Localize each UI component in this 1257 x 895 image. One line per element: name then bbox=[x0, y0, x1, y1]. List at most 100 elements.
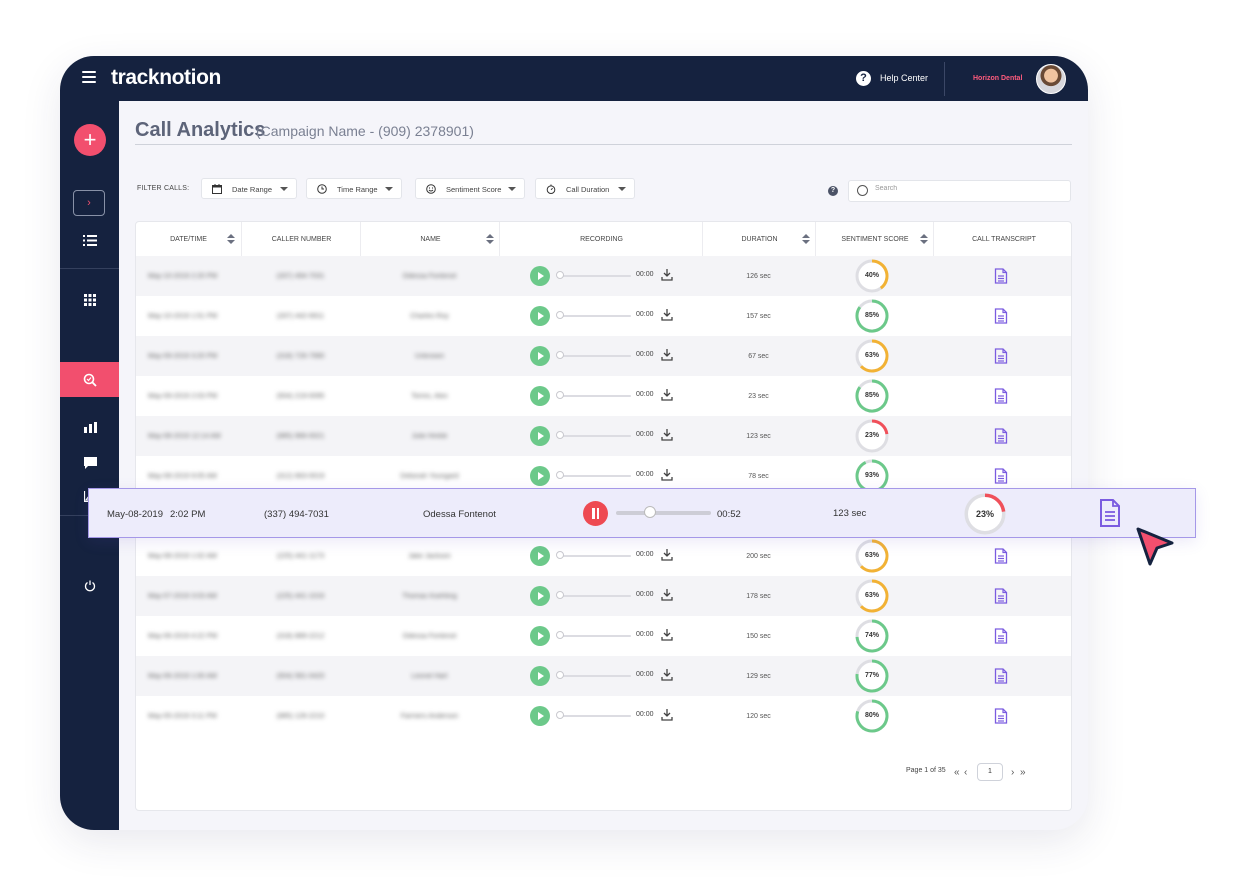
play-button[interactable] bbox=[530, 426, 550, 446]
transcript-icon[interactable] bbox=[994, 388, 1008, 404]
transcript-icon[interactable] bbox=[1099, 499, 1121, 527]
transcript-icon[interactable] bbox=[994, 348, 1008, 364]
page-number-input[interactable]: 1 bbox=[977, 763, 1003, 781]
transcript-icon[interactable] bbox=[994, 268, 1008, 284]
table-row[interactable]: May-10-2019 1:51 PM (337) 442-6911 Charles… bbox=[136, 296, 1071, 336]
grid-icon[interactable] bbox=[83, 293, 97, 307]
play-button[interactable] bbox=[530, 666, 550, 686]
sort-icon[interactable] bbox=[486, 234, 494, 244]
audio-progress-knob[interactable] bbox=[556, 271, 564, 279]
help-icon[interactable]: ? bbox=[856, 71, 871, 86]
audio-progress-track[interactable] bbox=[557, 315, 631, 317]
table-row[interactable]: May-09-2019 3:20 PM (318) 726-7990 Unknown… bbox=[136, 336, 1071, 376]
search-input[interactable] bbox=[873, 184, 1057, 193]
sort-icon[interactable] bbox=[227, 234, 235, 244]
add-button[interactable]: + bbox=[74, 124, 106, 156]
play-button[interactable] bbox=[530, 466, 550, 486]
expanded-progress-track[interactable] bbox=[616, 511, 711, 515]
menu-icon[interactable] bbox=[82, 71, 96, 83]
first-page-icon[interactable]: « bbox=[954, 767, 960, 778]
pause-button[interactable] bbox=[583, 501, 608, 526]
next-page-icon[interactable]: › bbox=[1011, 767, 1015, 778]
transcript-icon[interactable] bbox=[994, 588, 1008, 604]
sort-icon[interactable] bbox=[920, 234, 928, 244]
audio-progress-track[interactable] bbox=[557, 275, 631, 277]
sort-icon[interactable] bbox=[802, 234, 810, 244]
column-sentiment-score[interactable]: SENTIMENT SCORE bbox=[815, 222, 934, 256]
transcript-icon[interactable] bbox=[994, 308, 1008, 324]
column-name[interactable]: NAME bbox=[360, 222, 500, 256]
expanded-progress-knob[interactable] bbox=[644, 506, 657, 518]
date-range-filter[interactable]: Date Range bbox=[201, 178, 297, 199]
table-row[interactable]: May-08-2019 12:14 AM (985) 966-0021 Julie … bbox=[136, 416, 1071, 456]
audio-progress-knob[interactable] bbox=[556, 391, 564, 399]
transcript-icon[interactable] bbox=[994, 468, 1008, 484]
expand-sidebar-button[interactable]: › bbox=[73, 190, 105, 216]
audio-progress-knob[interactable] bbox=[556, 351, 564, 359]
play-button[interactable] bbox=[530, 706, 550, 726]
play-button[interactable] bbox=[530, 546, 550, 566]
audio-progress-knob[interactable] bbox=[556, 431, 564, 439]
audio-progress-track[interactable] bbox=[557, 555, 631, 557]
chat-icon[interactable] bbox=[83, 456, 97, 470]
audio-progress-track[interactable] bbox=[557, 355, 631, 357]
help-center-link[interactable]: Help Center bbox=[880, 73, 929, 83]
column-date-time[interactable]: DATE/TIME bbox=[136, 222, 241, 256]
play-button[interactable] bbox=[530, 626, 550, 646]
audio-progress-track[interactable] bbox=[557, 675, 631, 677]
download-icon[interactable] bbox=[661, 548, 673, 561]
audio-progress-knob[interactable] bbox=[556, 671, 564, 679]
column-duration[interactable]: DURATION bbox=[702, 222, 816, 256]
audio-progress-track[interactable] bbox=[557, 395, 631, 397]
bar-chart-icon[interactable] bbox=[83, 420, 97, 434]
transcript-icon[interactable] bbox=[994, 628, 1008, 644]
search-box[interactable] bbox=[848, 180, 1071, 202]
audio-progress-knob[interactable] bbox=[556, 591, 564, 599]
table-row[interactable]: May-06-2019 4:22 PM (318) 889-2212 Odessa … bbox=[136, 616, 1071, 656]
download-icon[interactable] bbox=[661, 468, 673, 481]
power-icon[interactable] bbox=[83, 579, 97, 593]
download-icon[interactable] bbox=[661, 388, 673, 401]
transcript-icon[interactable] bbox=[994, 548, 1008, 564]
call-duration-filter[interactable]: Call Duration bbox=[535, 178, 635, 199]
transcript-icon[interactable] bbox=[994, 428, 1008, 444]
sentiment-score-filter[interactable]: Sentiment Score bbox=[415, 178, 525, 199]
download-icon[interactable] bbox=[661, 348, 673, 361]
audio-progress-track[interactable] bbox=[557, 715, 631, 717]
audio-progress-knob[interactable] bbox=[556, 471, 564, 479]
audio-progress-track[interactable] bbox=[557, 475, 631, 477]
table-row[interactable]: May-10-2019 2:20 PM (337) 494-7031 Odessa … bbox=[136, 256, 1071, 296]
sidebar-item-call-analytics[interactable] bbox=[60, 362, 119, 397]
avatar[interactable] bbox=[1036, 64, 1066, 94]
table-row[interactable]: May-06-2019 1:00 AM (504) 581-0420 Leonel … bbox=[136, 656, 1071, 696]
audio-progress-knob[interactable] bbox=[556, 551, 564, 559]
download-icon[interactable] bbox=[661, 428, 673, 441]
download-icon[interactable] bbox=[661, 708, 673, 721]
list-icon[interactable] bbox=[82, 234, 98, 246]
table-row[interactable]: May-08-2019 1:02 AM (225) 441-1173 Jake Ja… bbox=[136, 536, 1071, 576]
account-name[interactable]: Horizon Dental bbox=[973, 75, 1023, 82]
download-icon[interactable] bbox=[661, 588, 673, 601]
download-icon[interactable] bbox=[661, 308, 673, 321]
download-icon[interactable] bbox=[661, 628, 673, 641]
time-range-filter[interactable]: Time Range bbox=[306, 178, 402, 199]
play-button[interactable] bbox=[530, 386, 550, 406]
download-icon[interactable] bbox=[661, 268, 673, 281]
audio-progress-knob[interactable] bbox=[556, 311, 564, 319]
table-row[interactable]: May-07-2019 3:03 AM (225) 441-1016 Thomas … bbox=[136, 576, 1071, 616]
download-icon[interactable] bbox=[661, 668, 673, 681]
transcript-icon[interactable] bbox=[994, 708, 1008, 724]
filter-help-icon[interactable]: ? bbox=[828, 186, 838, 196]
table-row[interactable]: May-05-2019 3:11 PM (985) 126-2210 Farmers… bbox=[136, 696, 1071, 736]
play-button[interactable] bbox=[530, 586, 550, 606]
transcript-icon[interactable] bbox=[994, 668, 1008, 684]
audio-progress-track[interactable] bbox=[557, 595, 631, 597]
expanded-call-row[interactable]: May-08-2019 2:02 PM (337) 494-7031 Odess… bbox=[88, 488, 1196, 538]
last-page-icon[interactable]: » bbox=[1020, 767, 1026, 778]
prev-page-icon[interactable]: ‹ bbox=[964, 767, 968, 778]
table-row[interactable]: May-09-2019 2:03 PM (504) 219-0095 Torres,… bbox=[136, 376, 1071, 416]
audio-progress-knob[interactable] bbox=[556, 711, 564, 719]
play-button[interactable] bbox=[530, 266, 550, 286]
audio-progress-track[interactable] bbox=[557, 635, 631, 637]
play-button[interactable] bbox=[530, 306, 550, 326]
